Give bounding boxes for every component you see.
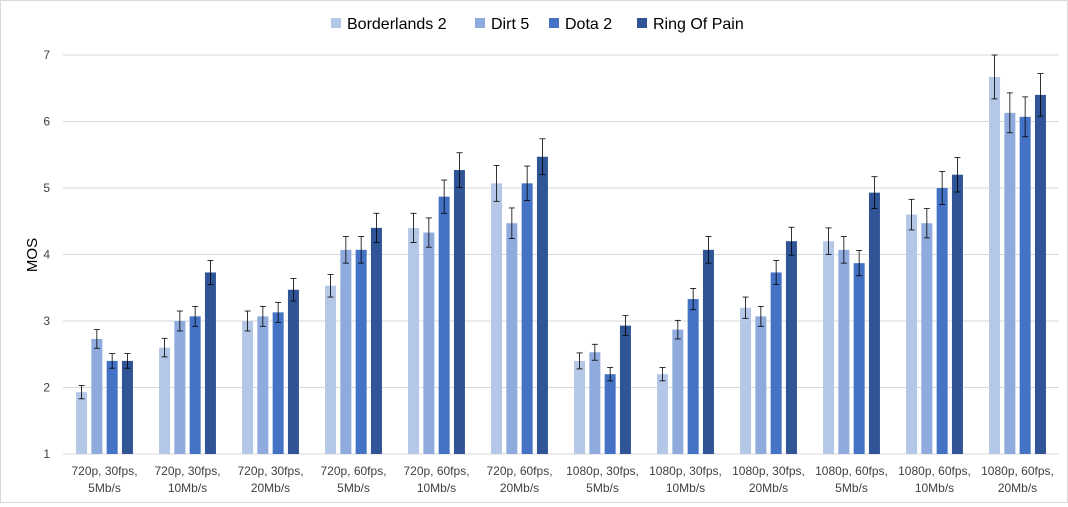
y-tick-label: 1	[43, 447, 50, 461]
bar	[355, 249, 367, 454]
x-axis-ticks: 720p, 30fps, 5Mb/s 720p, 30fps, 10Mb/s 720p,…	[71, 464, 1053, 495]
bar	[325, 285, 337, 454]
bar	[159, 347, 171, 454]
y-tick-label: 6	[43, 115, 50, 129]
legend-label: Dota 2	[565, 16, 612, 33]
bar	[1019, 116, 1031, 454]
x-tick-label: 1080p, 30fps, 5Mb/s	[566, 464, 639, 495]
x-tick-label: 1080p, 60fps, 5Mb/s	[815, 464, 888, 495]
bar	[408, 227, 420, 454]
bars	[76, 76, 1046, 455]
bar	[76, 392, 88, 454]
bar	[823, 241, 835, 454]
x-tick-label: 720p, 30fps, 5Mb/s	[71, 464, 137, 495]
bar	[204, 272, 216, 454]
bar	[257, 316, 269, 454]
bar	[1004, 112, 1016, 454]
y-tick-label: 7	[43, 48, 50, 62]
bar	[272, 312, 284, 454]
gridlines	[63, 54, 1059, 455]
y-axis-label: MOS	[24, 238, 41, 272]
bar	[1034, 94, 1046, 455]
bar	[906, 214, 918, 454]
y-tick-label: 3	[43, 314, 50, 328]
x-tick-label: 1080p, 30fps, 20Mb/s	[732, 464, 805, 495]
y-axis-ticks: 1 2 3 4 5 6 7	[43, 48, 50, 461]
legend-label: Dirt 5	[491, 16, 529, 33]
bar	[506, 223, 518, 454]
bar	[755, 316, 767, 454]
bar	[91, 338, 103, 454]
bar	[536, 156, 548, 454]
x-tick-label: 720p, 60fps, 5Mb/s	[320, 464, 386, 495]
bar	[574, 360, 586, 454]
x-tick-label: 1080p, 30fps, 10Mb/s	[649, 464, 722, 495]
bar	[672, 329, 684, 454]
bar	[121, 360, 133, 454]
bar	[687, 299, 699, 454]
bar	[340, 249, 352, 454]
y-tick-label: 5	[43, 181, 50, 195]
x-tick-label: 1080p, 60fps, 10Mb/s	[898, 464, 971, 495]
bar	[521, 183, 533, 454]
bar	[951, 174, 963, 454]
bar	[423, 232, 435, 454]
bar	[838, 249, 850, 454]
bar	[491, 183, 503, 454]
bar	[174, 321, 186, 454]
bar	[989, 76, 1001, 454]
y-tick-label: 4	[43, 248, 50, 262]
bar	[242, 321, 254, 454]
bar	[868, 192, 880, 454]
bar	[106, 360, 118, 454]
x-tick-label: 720p, 30fps, 10Mb/s	[154, 464, 220, 495]
bar	[189, 316, 201, 454]
legend-swatch	[475, 18, 485, 28]
x-tick-label: 720p, 60fps, 10Mb/s	[403, 464, 469, 495]
bar	[770, 272, 782, 454]
legend-swatch	[331, 18, 341, 28]
legend-label: Ring Of Pain	[653, 16, 744, 33]
x-tick-label: 720p, 60fps, 20Mb/s	[486, 464, 552, 495]
bar	[619, 325, 631, 454]
legend: Borderlands 2 Dirt 5 Dota 2 Ring Of Pain	[331, 16, 744, 33]
bar	[453, 170, 465, 455]
bar	[853, 263, 865, 454]
x-tick-label: 1080p, 60fps, 20Mb/s	[981, 464, 1054, 495]
bar	[702, 249, 714, 454]
bar	[370, 227, 382, 454]
error-bars	[78, 54, 1044, 400]
bar	[785, 241, 797, 454]
bar	[589, 352, 601, 454]
bar	[657, 374, 669, 454]
legend-label: Borderlands 2	[347, 16, 447, 33]
x-tick-label: 720p, 30fps, 20Mb/s	[237, 464, 303, 495]
legend-swatch	[637, 18, 647, 28]
legend-swatch	[549, 18, 559, 28]
bar	[287, 289, 299, 454]
bar	[604, 374, 616, 454]
bar	[740, 307, 752, 454]
bar	[921, 223, 933, 454]
bar	[438, 196, 450, 454]
bar	[936, 188, 948, 454]
y-tick-label: 2	[43, 381, 50, 395]
